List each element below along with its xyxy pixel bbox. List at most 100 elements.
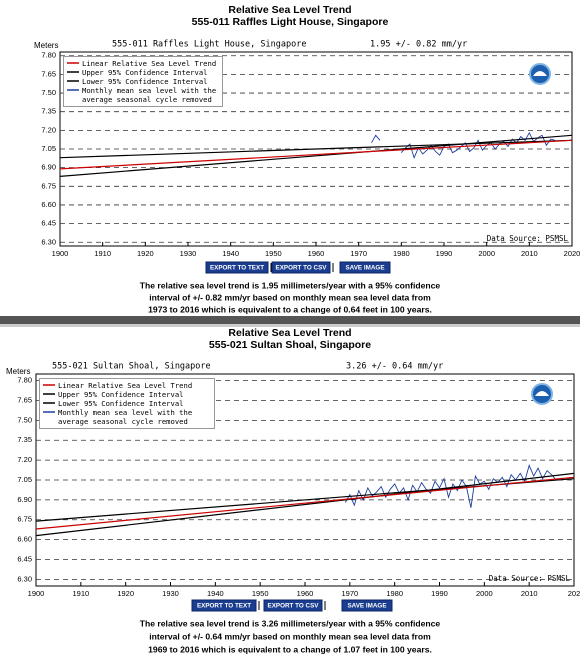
plot-title: 555-021 Sultan Shoal, Singapore xyxy=(52,362,211,372)
noaa-logo-bird xyxy=(535,391,549,396)
x-tick-label: 1910 xyxy=(94,249,111,258)
x-tick-label: 1950 xyxy=(252,589,269,598)
series-line xyxy=(59,139,573,159)
x-tick-label: 1970 xyxy=(341,589,358,598)
x-tick-label: 1970 xyxy=(350,249,367,258)
legend-swatch xyxy=(43,393,55,395)
panel-divider xyxy=(0,316,580,324)
series-line xyxy=(35,472,575,537)
export-button[interactable]: SAVE IMAGE xyxy=(339,261,391,274)
x-tick-label: 1950 xyxy=(265,249,282,258)
caption-line: interval of +/- 0.64 mm/yr based on mont… xyxy=(149,631,431,641)
x-tick-label: 1900 xyxy=(28,589,45,598)
x-tick-label: 1940 xyxy=(222,249,239,258)
chart-subtitle: 555-011 Raffles Light House, Singapore xyxy=(192,16,389,28)
y-tick-label: 6.30 xyxy=(17,574,32,583)
legend-entry: Lower 95% Confidence Interval xyxy=(67,77,219,86)
y-tick-label: 6.60 xyxy=(17,535,32,544)
x-tick-label: 1960 xyxy=(308,249,325,258)
button-label[interactable]: EXPORT TO TEXT xyxy=(197,603,251,610)
series-line xyxy=(344,464,557,508)
x-tick-label: 1920 xyxy=(137,249,154,258)
y-tick-label: 7.20 xyxy=(17,455,32,464)
series-line xyxy=(59,134,573,177)
legend-label: Linear Relative Sea Level Trend xyxy=(82,59,217,68)
x-tick-label: 1990 xyxy=(431,589,448,598)
x-tick-label: 2010 xyxy=(521,589,538,598)
x-tick-label: 1980 xyxy=(386,589,403,598)
legend-swatch xyxy=(67,80,79,82)
legend-label: Upper 95% Confidence Interval xyxy=(58,390,184,399)
y-axis-label: Meters xyxy=(6,367,30,376)
export-button[interactable]: EXPORT TO CSV xyxy=(263,599,323,612)
y-tick-label: 7.35 xyxy=(17,435,32,444)
legend-swatch xyxy=(43,411,55,413)
y-tick-label: 7.65 xyxy=(41,69,56,78)
legend-entry: Monthly mean sea level with the average … xyxy=(43,408,211,426)
button-label[interactable]: EXPORT TO TEXT xyxy=(210,265,264,272)
x-tick-label: 2000 xyxy=(476,589,493,598)
legend-swatch xyxy=(43,402,55,404)
legend: Linear Relative Sea Level Trend Upper 95%… xyxy=(63,56,223,107)
series-line xyxy=(59,139,573,170)
caption-line: 1973 to 2016 which is equivalent to a ch… xyxy=(148,304,432,314)
y-tick-label: 7.35 xyxy=(41,107,56,116)
legend-swatch xyxy=(43,384,55,386)
y-tick-label: 7.20 xyxy=(41,125,56,134)
button-label[interactable]: EXPORT TO CSV xyxy=(276,265,328,272)
x-tick-label: 1900 xyxy=(52,249,69,258)
export-button[interactable]: SAVE IMAGE xyxy=(341,599,393,612)
caption-line: The relative sea level trend is 3.26 mil… xyxy=(140,618,441,628)
x-tick-label: 1910 xyxy=(72,589,89,598)
legend: Linear Relative Sea Level Trend Upper 95%… xyxy=(39,378,215,429)
legend-swatch xyxy=(67,89,79,91)
y-tick-label: 6.75 xyxy=(17,515,32,524)
panel-shadow xyxy=(0,324,580,327)
chart-subtitle: 555-021 Sultan Shoal, Singapore xyxy=(209,339,371,351)
x-tick-label: 2020 xyxy=(564,249,580,258)
y-tick-label: 7.65 xyxy=(17,395,32,404)
x-tick-label: 1940 xyxy=(207,589,224,598)
button-bg xyxy=(271,261,331,274)
button-bg xyxy=(205,261,269,274)
chart-title: Relative Sea Level Trend xyxy=(228,4,351,16)
y-tick-label: 6.45 xyxy=(17,554,32,563)
y-tick-label: 7.50 xyxy=(41,88,56,97)
x-tick-label: 2000 xyxy=(478,249,495,258)
y-tick-label: 7.05 xyxy=(17,475,32,484)
series-line xyxy=(35,476,575,530)
data-source: Data Source: PSMSL xyxy=(489,574,571,583)
y-tick-label: 7.80 xyxy=(17,376,32,385)
legend-label: Linear Relative Sea Level Trend xyxy=(58,381,193,390)
button-label[interactable]: EXPORT TO CSV xyxy=(268,603,320,610)
x-tick-label: 1920 xyxy=(117,589,134,598)
x-tick-label: 2010 xyxy=(521,249,538,258)
x-tick-label: 1930 xyxy=(162,589,179,598)
export-button[interactable]: EXPORT TO CSV xyxy=(271,261,331,274)
y-axis-label: Meters xyxy=(34,41,58,50)
legend-label: Lower 95% Confidence Interval xyxy=(82,77,208,86)
y-tick-label: 7.80 xyxy=(41,51,56,60)
series-line xyxy=(371,131,556,159)
y-tick-label: 7.50 xyxy=(17,415,32,424)
x-tick-label: 1990 xyxy=(436,249,453,258)
legend-entry: Upper 95% Confidence Interval xyxy=(43,390,211,399)
button-bg xyxy=(341,599,393,612)
trend-text: 3.26 +/- 0.64 mm/yr xyxy=(346,362,443,372)
button-label[interactable]: SAVE IMAGE xyxy=(345,265,384,272)
export-button[interactable]: EXPORT TO TEXT xyxy=(205,261,269,274)
button-bg xyxy=(263,599,323,612)
button-label[interactable]: SAVE IMAGE xyxy=(347,603,386,610)
export-button[interactable]: EXPORT TO TEXT xyxy=(191,599,257,612)
trend-text: 1.95 +/- 0.82 mm/yr xyxy=(370,40,467,50)
legend-swatch xyxy=(67,62,79,64)
legend-entry: Lower 95% Confidence Interval xyxy=(43,399,211,408)
legend-label: Monthly mean sea level with the average … xyxy=(58,408,193,426)
y-tick-label: 6.60 xyxy=(41,200,56,209)
legend-entry: Linear Relative Sea Level Trend xyxy=(43,381,211,390)
y-tick-label: 7.05 xyxy=(41,144,56,153)
y-tick-label: 6.90 xyxy=(17,495,32,504)
y-tick-label: 6.90 xyxy=(41,163,56,172)
data-source: Data Source: PSMSL xyxy=(487,234,569,243)
